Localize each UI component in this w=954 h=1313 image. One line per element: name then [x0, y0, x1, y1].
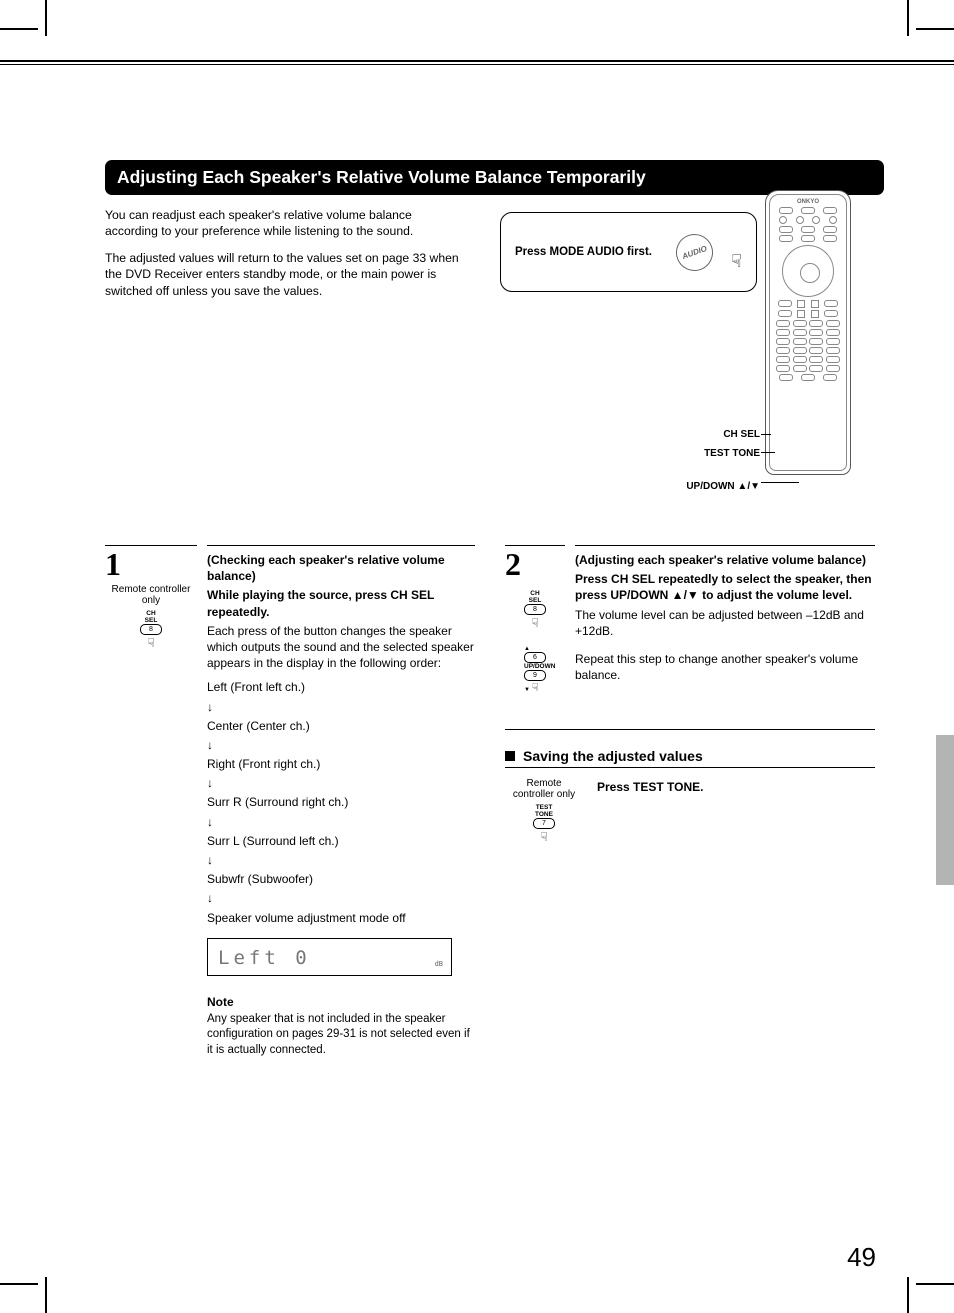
- step-1: 1 Remote controller only CH SEL 8 ☟ (Che…: [105, 545, 475, 1058]
- step-instruction: Press CH SEL repeatedly to select the sp…: [575, 571, 875, 603]
- step-heading: (Adjusting each speaker's relative volum…: [575, 552, 875, 568]
- note-body: Any speaker that is not included in the …: [207, 1012, 475, 1059]
- test-tone-label: TEST TONE: [665, 444, 760, 463]
- divider: [505, 767, 875, 768]
- thumb-tab: [936, 735, 954, 885]
- up-down-button-icon: ▲ 6 UP/DOWN 9 ▼☟: [524, 646, 546, 694]
- header-rule: [0, 60, 954, 62]
- section-title: Adjusting Each Speaker's Relative Volume…: [105, 160, 884, 195]
- save-instruction: Press TEST TONE.: [597, 778, 703, 844]
- intro-text: You can readjust each speaker's relative…: [105, 207, 465, 299]
- leader-line: [761, 482, 799, 483]
- step-number: 1: [105, 548, 197, 580]
- audio-disc-icon: AUDIO: [671, 228, 718, 275]
- step-body-text: Each press of the button changes the spe…: [207, 623, 475, 672]
- crop-mark: [907, 1277, 909, 1313]
- lcd-display: Left 0 dB: [207, 938, 452, 976]
- leader-line: [761, 452, 775, 453]
- up-down-label: UP/DOWN ▲/▼: [665, 477, 760, 496]
- step-body-text: The volume level can be adjusted between…: [575, 607, 875, 639]
- crop-mark: [45, 1277, 47, 1313]
- speaker-sequence: Left (Front left ch.)↓ Center (Center ch…: [207, 679, 475, 925]
- intro-paragraph: The adjusted values will return to the v…: [105, 250, 465, 299]
- note-heading: Note: [207, 994, 475, 1010]
- remote-button-labels: CH SEL TEST TONE UP/DOWN ▲/▼: [665, 425, 760, 496]
- intro-paragraph: You can readjust each speaker's relative…: [105, 207, 465, 240]
- ch-sel-label: CH SEL: [665, 425, 760, 444]
- header-rule-thin: [0, 64, 954, 65]
- step-heading: (Checking each speaker's relative volume…: [207, 552, 475, 584]
- test-tone-button-icon: TEST TONE 7 ☟: [533, 804, 555, 844]
- divider: [505, 729, 875, 730]
- step-2: 2 CH SEL 8 ☟ ▲ 6 UP/DOWN 9 ▼☟: [505, 545, 875, 1058]
- crop-mark: [916, 28, 954, 30]
- ch-sel-button-icon: CH SEL 8 ☟: [524, 590, 546, 630]
- crop-mark: [907, 0, 909, 36]
- step-instruction: While playing the source, press CH SEL r…: [207, 587, 475, 619]
- square-bullet-icon: [505, 751, 515, 761]
- remote-only-label: Remote controller only: [105, 584, 197, 606]
- mode-audio-text: Press MODE AUDIO first.: [515, 246, 652, 258]
- page-number: 49: [847, 1242, 876, 1273]
- crop-mark: [0, 1283, 38, 1285]
- ch-sel-button-icon: CH SEL 8 ☟: [140, 610, 162, 650]
- step-number: 2: [505, 548, 565, 580]
- remote-illustration: ONKYO: [765, 190, 851, 475]
- crop-mark: [0, 28, 38, 30]
- remote-only-label: Remote controller only TEST TONE 7 ☟: [505, 778, 583, 844]
- crop-mark: [916, 1283, 954, 1285]
- hand-icon: ☟: [731, 251, 742, 272]
- mode-audio-callout: Press MODE AUDIO first. AUDIO ☟: [500, 212, 757, 292]
- step-body-text: Repeat this step to change another speak…: [575, 651, 875, 683]
- saving-heading: Saving the adjusted values: [505, 748, 875, 764]
- crop-mark: [45, 0, 47, 36]
- leader-line: [761, 434, 771, 435]
